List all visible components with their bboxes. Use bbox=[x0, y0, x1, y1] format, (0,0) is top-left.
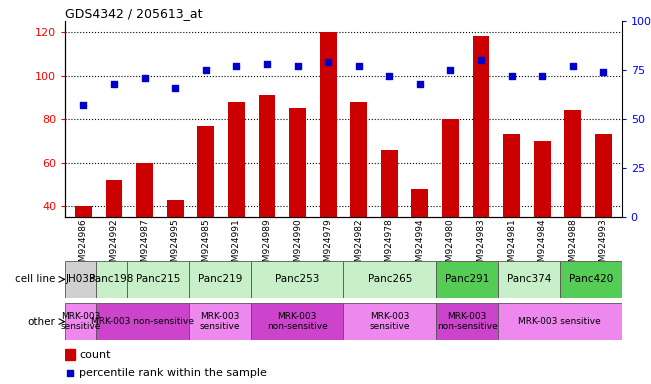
Bar bbox=[560, 261, 622, 298]
Bar bbox=[503, 134, 520, 293]
Bar bbox=[343, 303, 436, 340]
Bar bbox=[595, 134, 612, 293]
Text: MRK-003
sensitive: MRK-003 sensitive bbox=[61, 312, 101, 331]
Text: other: other bbox=[27, 316, 55, 327]
Bar bbox=[189, 261, 251, 298]
Point bbox=[353, 63, 364, 69]
Bar bbox=[228, 102, 245, 293]
Text: Panc420: Panc420 bbox=[569, 274, 613, 285]
Bar bbox=[436, 261, 498, 298]
Text: Panc198: Panc198 bbox=[89, 274, 133, 285]
Bar bbox=[65, 261, 96, 298]
Text: Panc215: Panc215 bbox=[135, 274, 180, 285]
Point bbox=[78, 102, 89, 108]
Point bbox=[568, 63, 578, 69]
Bar bbox=[96, 303, 189, 340]
Bar bbox=[498, 261, 560, 298]
Point bbox=[262, 61, 272, 67]
Bar bbox=[343, 261, 436, 298]
Bar bbox=[65, 349, 75, 360]
Bar bbox=[258, 95, 275, 293]
Bar bbox=[564, 110, 581, 293]
Text: MRK-003 non-sensitive: MRK-003 non-sensitive bbox=[91, 317, 194, 326]
Text: Panc291: Panc291 bbox=[445, 274, 490, 285]
Text: Panc374: Panc374 bbox=[506, 274, 551, 285]
Point bbox=[537, 73, 547, 79]
Point bbox=[598, 69, 609, 75]
Point bbox=[139, 75, 150, 81]
Point bbox=[231, 63, 242, 69]
Point bbox=[201, 67, 211, 73]
Bar bbox=[127, 261, 189, 298]
Text: Panc265: Panc265 bbox=[368, 274, 412, 285]
Bar bbox=[436, 303, 498, 340]
Bar bbox=[96, 261, 127, 298]
Text: MRK-003 sensitive: MRK-003 sensitive bbox=[518, 317, 602, 326]
Bar bbox=[75, 206, 92, 293]
Bar bbox=[251, 303, 343, 340]
Bar bbox=[289, 108, 306, 293]
Bar bbox=[167, 200, 184, 293]
Text: GDS4342 / 205613_at: GDS4342 / 205613_at bbox=[65, 7, 202, 20]
Bar bbox=[534, 141, 551, 293]
Bar bbox=[65, 303, 96, 340]
Bar bbox=[136, 162, 153, 293]
Point bbox=[292, 63, 303, 69]
Point bbox=[323, 59, 333, 65]
Point bbox=[384, 73, 395, 79]
Text: MRK-003
sensitive: MRK-003 sensitive bbox=[370, 312, 410, 331]
Point bbox=[65, 369, 76, 376]
Text: Panc219: Panc219 bbox=[197, 274, 242, 285]
Point bbox=[109, 81, 119, 87]
Text: MRK-003
non-sensitive: MRK-003 non-sensitive bbox=[267, 312, 327, 331]
Point bbox=[476, 57, 486, 63]
Bar bbox=[411, 189, 428, 293]
Bar bbox=[473, 36, 490, 293]
Bar bbox=[442, 119, 459, 293]
Bar bbox=[197, 126, 214, 293]
Bar bbox=[105, 180, 122, 293]
Point bbox=[170, 84, 180, 91]
Bar bbox=[350, 102, 367, 293]
Text: MRK-003
non-sensitive: MRK-003 non-sensitive bbox=[437, 312, 497, 331]
Text: MRK-003
sensitive: MRK-003 sensitive bbox=[199, 312, 240, 331]
Text: percentile rank within the sample: percentile rank within the sample bbox=[79, 367, 267, 377]
Point bbox=[445, 67, 456, 73]
Bar bbox=[498, 303, 622, 340]
Text: count: count bbox=[79, 349, 111, 359]
Bar bbox=[320, 32, 337, 293]
Text: Panc253: Panc253 bbox=[275, 274, 319, 285]
Bar bbox=[381, 149, 398, 293]
Point bbox=[506, 73, 517, 79]
Bar bbox=[189, 303, 251, 340]
Text: cell line: cell line bbox=[15, 274, 55, 285]
Bar bbox=[251, 261, 343, 298]
Text: JH033: JH033 bbox=[65, 274, 96, 285]
Point bbox=[415, 81, 425, 87]
